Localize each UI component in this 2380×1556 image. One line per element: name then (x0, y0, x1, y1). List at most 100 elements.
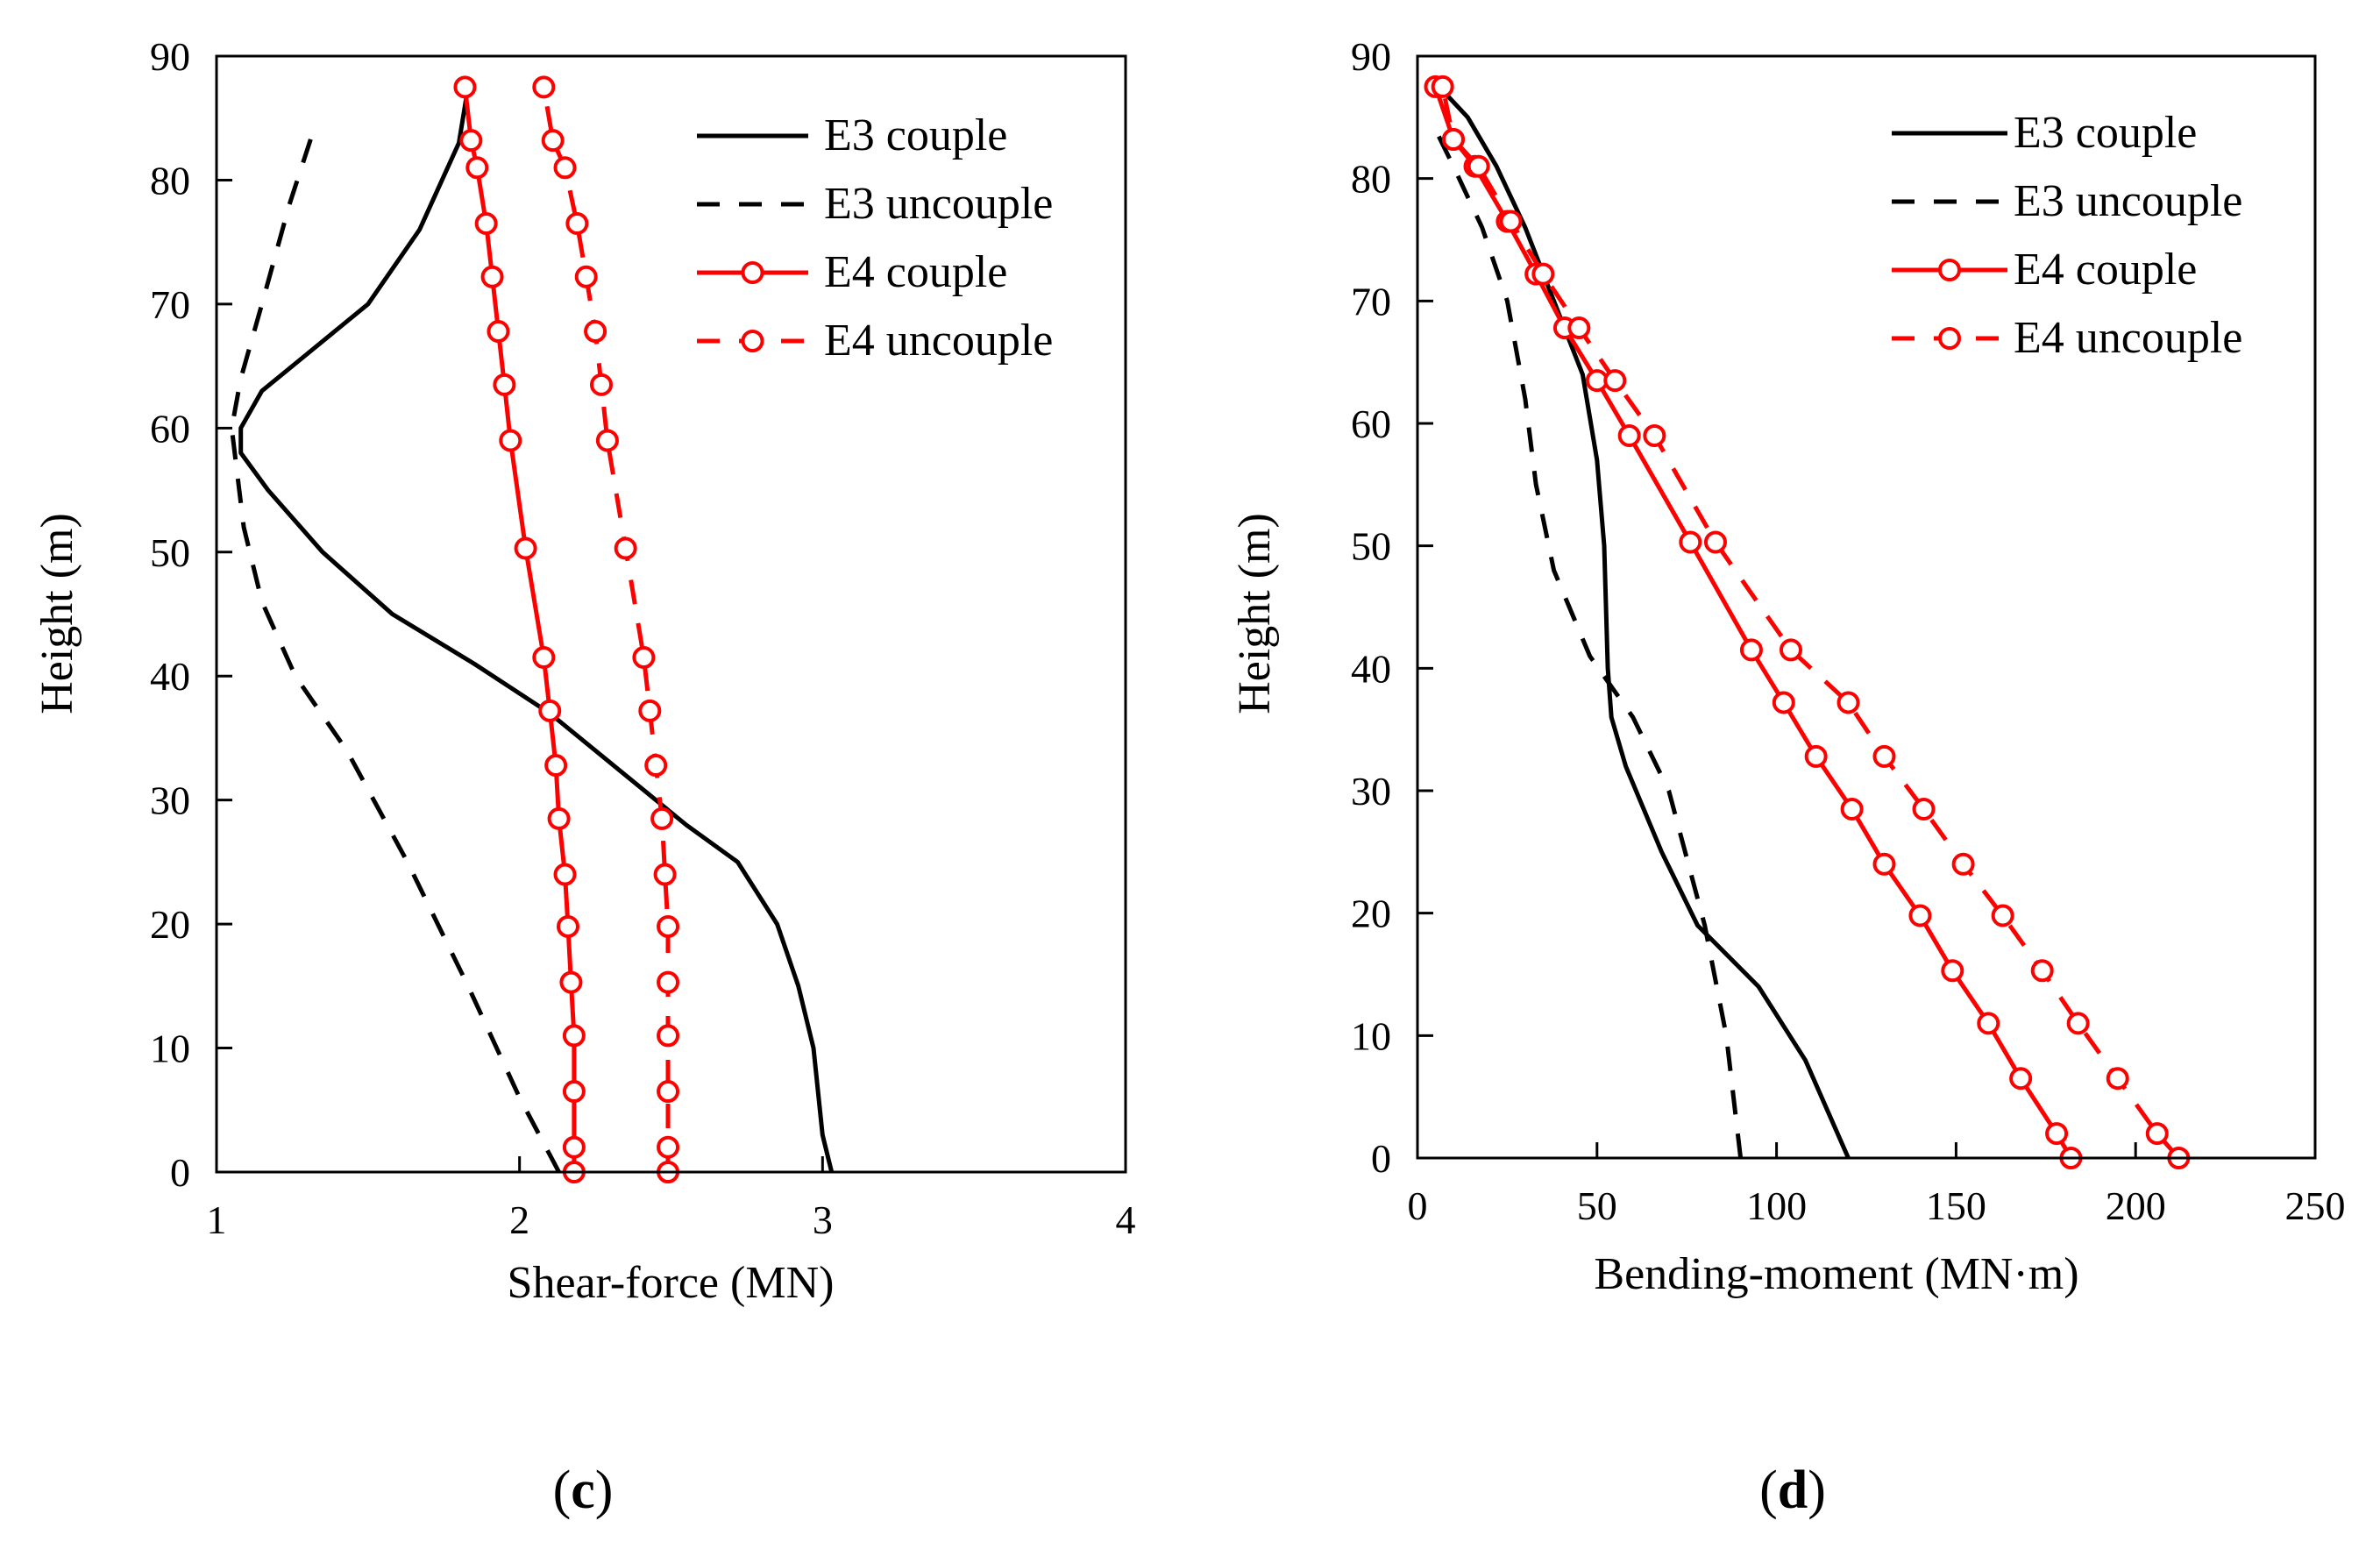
panel-c-data-point-e4-couple (453, 75, 477, 99)
panel-d-data-point-e4-couple (1679, 530, 1702, 554)
panel-c-legend-label-e3-uncouple: E3 uncouple (824, 179, 1053, 229)
panel-d-y-tick-label: 30 (1351, 769, 1391, 814)
panel-c-x-tick-label: 2 (509, 1197, 529, 1242)
panel-d-data-point-e4-uncouple (1837, 691, 1860, 714)
panel-c-data-point-e4-couple (544, 754, 568, 778)
panel-c-data-point-e4-uncouple (614, 536, 637, 560)
panel-d-data-point-e4-uncouple (1467, 154, 1490, 178)
panel-c-data-point-e4-uncouple (574, 265, 598, 288)
panel-d-x-tick-label: 50 (1577, 1183, 1617, 1228)
panel-c-data-point-e4-couple (474, 211, 498, 235)
panel-d-y-tick-label: 10 (1351, 1013, 1391, 1058)
panel-c-series-line-e4-couple (462, 87, 577, 1172)
panel-d-y-axis-label: Height (m) (1230, 513, 1280, 714)
panel-c-data-point-e4-couple (514, 536, 537, 560)
panel-d-data-point-e4-uncouple (1643, 423, 1666, 447)
panel-d-letter: d (1778, 1460, 1808, 1520)
panel-d-data-point-e4-couple (1739, 638, 1763, 662)
panel-c-data-point-e4-uncouple (644, 754, 668, 778)
panel-d-plot-frame (1416, 54, 2317, 1160)
panel-d-data-point-e4-couple (1617, 423, 1641, 447)
panel-c-data-point-e4-couple (487, 320, 510, 344)
panel-c-data-point-e4-couple (562, 1024, 586, 1048)
panel-d-data-point-e4-uncouple (1912, 797, 1936, 821)
panel-d-legend-label-e3-couple: E3 couple (2014, 108, 2197, 158)
panel-c-data-point-e4-uncouple (532, 75, 556, 99)
panel-d-data-point-e4-uncouple (1779, 638, 1802, 662)
panel-c-data-point-e4-uncouple (595, 429, 619, 452)
panel-c-y-tick-label: 20 (150, 902, 190, 947)
panel-d-data-point-e4-uncouple (1441, 127, 1465, 151)
panel-d-y-tick-label: 50 (1351, 524, 1391, 569)
panel-d-data-point-e4-uncouple (2145, 1122, 2169, 1146)
panel-c-data-point-e4-uncouple (638, 699, 662, 722)
panel-c-data-point-e4-couple (465, 156, 489, 180)
panel-c-data-point-e4-uncouple (650, 806, 674, 830)
panel-c-y-tick-label: 30 (150, 778, 190, 823)
panel-d-x-tick-label: 150 (1926, 1183, 1986, 1228)
panel-c-y-tick-label: 50 (150, 530, 190, 575)
panel-c-data-point-e4-uncouple (553, 156, 577, 180)
panel-c-series-line-e3-couple (238, 86, 835, 1173)
panel-d-data-point-e4-uncouple (1703, 530, 1727, 554)
panel-c-legend-marker-e4-uncouple (741, 330, 764, 352)
panel-c-data-point-e4-uncouple (657, 914, 680, 938)
panel-c-y-tick-label: 60 (150, 406, 190, 451)
panel-c-plot-frame (215, 54, 1127, 1174)
panel-d-data-point-e4-uncouple (2066, 1012, 2090, 1035)
panel-c-x-axis-label: Shear-force (MN) (508, 1258, 835, 1308)
panel-c-panel-label: (c) (553, 1460, 614, 1520)
panel-d-x-tick-label: 250 (2285, 1183, 2346, 1228)
panel-c-y-tick-label: 0 (170, 1150, 190, 1195)
panel-c-data-point-e4-couple (553, 863, 577, 886)
panel-c-data-point-e4-couple (493, 373, 516, 396)
panel-d-data-point-e4-uncouple (1531, 262, 1555, 286)
panel-d-data-point-e4-uncouple (1872, 744, 1896, 768)
panel-d-y-tick-label: 80 (1351, 157, 1391, 202)
panel-d-y-tick-label: 40 (1351, 646, 1391, 691)
panel-c-data-point-e4-uncouple (653, 863, 677, 886)
panel-c-y-tick-label: 70 (150, 282, 190, 327)
panel-d-data-point-e4-uncouple (1499, 210, 1523, 233)
panel-c-data-point-e4-couple (499, 429, 522, 452)
panel-c-data-point-e4-couple (556, 914, 579, 938)
panel-c-data-point-e4-couple (562, 1080, 586, 1104)
panel-c-letter: c (571, 1460, 595, 1520)
panel-d-x-tick-label: 200 (2106, 1183, 2166, 1228)
panel-c-data-point-e4-couple (480, 265, 504, 288)
panel-d-x-tick-label: 100 (1746, 1183, 1807, 1228)
panel-c-data-point-e4-couple (559, 970, 583, 994)
panel-c-y-axis-label: Height (m) (32, 513, 82, 714)
panel-c-y-tick-label: 40 (150, 654, 190, 699)
panel-c-legend-marker-e4-couple (741, 261, 764, 284)
panel-d-data-point-e4-couple (1804, 744, 1828, 768)
panel-d-data-point-e4-uncouple (1603, 369, 1627, 393)
panel-c-data-point-e4-couple (532, 646, 556, 670)
panel-c-x-tick-label: 4 (1116, 1197, 1136, 1242)
panel-d-x-axis-label: Bending-moment (MN·m) (1594, 1249, 2078, 1299)
panel-d-legend-marker-e4-uncouple (1938, 327, 1961, 350)
panel-c-data-point-e4-uncouple (589, 373, 613, 396)
panel-d-data-point-e4-uncouple (1951, 852, 1975, 876)
panel-d-data-point-e4-couple (1941, 959, 1964, 983)
panel-d-data-point-e4-couple (1772, 691, 1795, 714)
panel-c-series-line-e4-uncouple (541, 86, 671, 1172)
panel-c-x-tick-label: 1 (207, 1197, 227, 1242)
panel-c-data-point-e4-uncouple (657, 1024, 680, 1048)
panel-d-y-tick-label: 90 (1351, 34, 1391, 79)
panel-d-data-point-e4-uncouple (2106, 1067, 2129, 1091)
panel-c-data-point-e4-uncouple (657, 1135, 680, 1159)
panel-c-data-point-e4-uncouple (565, 211, 589, 235)
panel-c-data-point-e4-uncouple (541, 129, 565, 153)
panel-c-data-point-e4-couple (538, 699, 562, 722)
panel-d-data-point-e4-uncouple (1431, 75, 1454, 98)
panel-d-y-tick-label: 70 (1351, 279, 1391, 323)
panel-d-series-line-e3-couple (1437, 85, 1851, 1160)
panel-c-data-point-e4-couple (547, 806, 571, 830)
panel-c-data-point-e4-couple (562, 1135, 586, 1159)
panel-c-legend-label-e4-uncouple: E4 uncouple (824, 316, 1053, 366)
panel-d-legend-marker-e4-couple (1938, 259, 1961, 281)
panel-c-x-tick-label: 3 (813, 1197, 833, 1242)
panel-d-y-tick-label: 60 (1351, 401, 1391, 446)
